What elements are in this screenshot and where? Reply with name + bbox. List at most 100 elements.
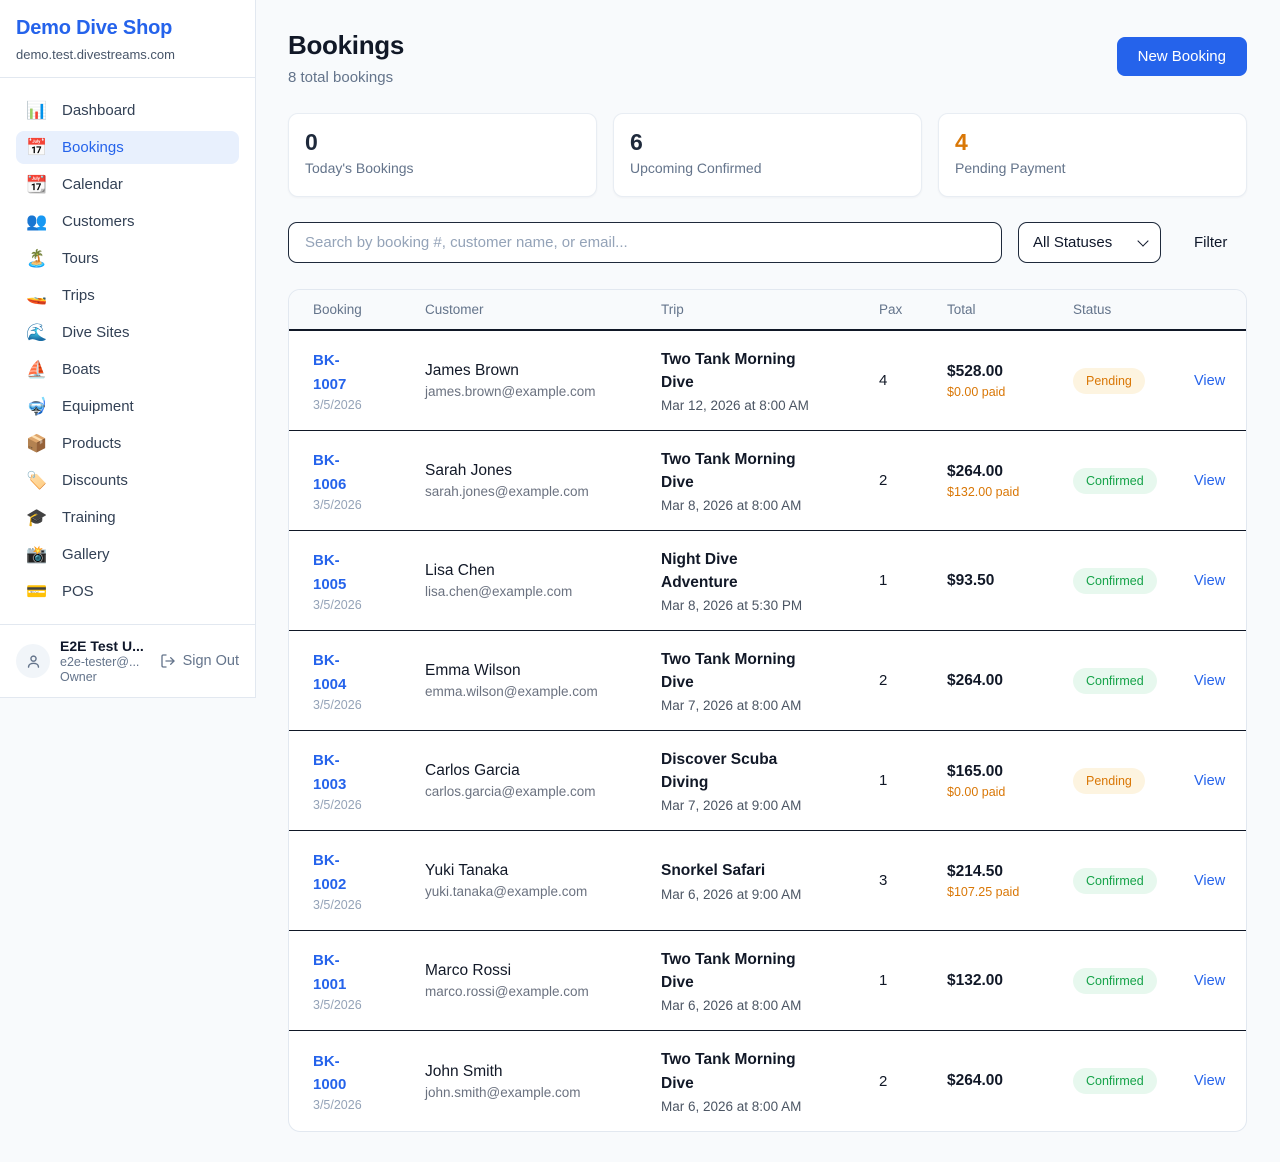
sidebar-item-tours[interactable]: 🏝️ Tours: [16, 242, 239, 275]
column-header-trip: Trip: [661, 302, 684, 317]
sidebar-item-label: Training: [62, 509, 116, 526]
sidebar-item-calendar[interactable]: 📆 Calendar: [16, 168, 239, 201]
sidebar-item-label: Dive Sites: [62, 324, 130, 341]
sidebar-item-bookings[interactable]: 📅 Bookings: [16, 131, 239, 164]
view-link[interactable]: View: [1194, 672, 1226, 689]
status-filter-select[interactable]: All Statuses: [1018, 222, 1161, 263]
island-icon: 🏝️: [26, 249, 48, 268]
sidebar-item-trips[interactable]: 🚤 Trips: [16, 279, 239, 312]
trip-cell: Two Tank Morning Dive Mar 7, 2026 at 8:0…: [661, 648, 879, 714]
trip-cell: Night Dive Adventure Mar 8, 2026 at 5:30…: [661, 548, 879, 614]
booking-id-link[interactable]: BK-1002: [313, 852, 347, 893]
view-link[interactable]: View: [1194, 872, 1226, 889]
paid-amount: $107.25 paid: [947, 884, 1020, 899]
view-link[interactable]: View: [1194, 372, 1226, 389]
booking-cell: BK-1001 3/5/2026: [313, 949, 425, 1012]
shop-name: Demo Dive Shop: [16, 17, 173, 39]
sidebar: Demo Dive Shop demo.test.divestreams.com…: [0, 0, 256, 698]
page-header: Bookings 8 total bookings New Booking: [288, 30, 1247, 86]
trip-name: Two Tank Morning Dive: [661, 650, 796, 691]
booking-date: 3/5/2026: [313, 1098, 362, 1113]
sidebar-item-label: Boats: [62, 361, 101, 378]
total-cell: $132.00: [947, 972, 1073, 990]
sidebar-item-customers[interactable]: 👥 Customers: [16, 205, 239, 238]
customer-cell: James Brown james.brown@example.com: [425, 362, 661, 399]
sidebar-item-label: POS: [62, 583, 94, 600]
booking-id-link[interactable]: BK-1007: [313, 352, 347, 393]
customer-email: john.smith@example.com: [425, 1084, 581, 1100]
status-cell: Confirmed: [1073, 567, 1194, 594]
customer-name: Lisa Chen: [425, 562, 495, 579]
trip-cell: Discover Scuba Diving Mar 7, 2026 at 9:0…: [661, 748, 879, 814]
booking-id-link[interactable]: BK-1003: [313, 752, 347, 793]
customer-email: marco.rossi@example.com: [425, 984, 589, 999]
trip-datetime: Mar 8, 2026 at 8:00 AM: [661, 498, 802, 514]
total-cell: $165.00 $0.00 paid: [947, 763, 1073, 799]
total-amount: $264.00: [947, 1072, 1004, 1089]
sidebar-item-dashboard[interactable]: 📊 Dashboard: [16, 94, 239, 127]
booking-id-link[interactable]: BK-1006: [313, 452, 347, 493]
sidebar-item-products[interactable]: 📦 Products: [16, 427, 239, 460]
trip-datetime: Mar 6, 2026 at 8:00 AM: [661, 1098, 802, 1114]
stat-label: Upcoming Confirmed: [630, 160, 762, 176]
page-subtitle: 8 total bookings: [288, 69, 394, 86]
total-amount: $132.00: [947, 971, 1004, 989]
trip-name: Night Dive Adventure: [661, 550, 738, 591]
sidebar-item-equipment[interactable]: 🤿 Equipment: [16, 390, 239, 423]
booking-date: 3/5/2026: [313, 497, 362, 512]
bar-chart-icon: 📊: [26, 101, 48, 120]
table-row: BK-1000 3/5/2026 John Smith john.smith@e…: [289, 1031, 1246, 1131]
trip-cell: Two Tank Morning Dive Mar 6, 2026 at 8:0…: [661, 1048, 879, 1114]
action-cell: View: [1194, 472, 1225, 490]
pax-cell: 3: [879, 872, 888, 889]
new-booking-button[interactable]: New Booking: [1116, 37, 1247, 76]
sidebar-item-discounts[interactable]: 🏷️ Discounts: [16, 464, 239, 497]
status-badge: Confirmed: [1073, 567, 1157, 594]
booking-id-link[interactable]: BK-1005: [313, 552, 347, 593]
sidebar-item-training[interactable]: 🎓 Training: [16, 501, 239, 534]
sidebar-item-pos[interactable]: 💳 POS: [16, 575, 239, 608]
trip-datetime: Mar 6, 2026 at 8:00 AM: [661, 998, 802, 1014]
total-cell: $264.00 $132.00 paid: [947, 463, 1073, 499]
booking-cell: BK-1005 3/5/2026: [313, 549, 425, 612]
customer-name: Emma Wilson: [425, 662, 521, 679]
booking-date: 3/5/2026: [313, 797, 362, 812]
stat-cards: 0 Today's Bookings 6 Upcoming Confirmed …: [288, 113, 1247, 197]
sidebar-item-boats[interactable]: ⛵ Boats: [16, 353, 239, 386]
sidebar-item-label: Calendar: [62, 176, 123, 193]
sidebar-item-label: Products: [62, 435, 122, 452]
logout-icon: [160, 654, 175, 668]
view-link[interactable]: View: [1194, 772, 1226, 789]
view-link[interactable]: View: [1194, 472, 1226, 489]
tag-icon: 🏷️: [26, 471, 48, 490]
column-header-pax: Pax: [879, 302, 903, 317]
status-badge: Confirmed: [1073, 1068, 1157, 1094]
sidebar-item-label: Tours: [62, 250, 99, 267]
view-link[interactable]: View: [1194, 972, 1226, 989]
booking-date: 3/5/2026: [313, 597, 362, 612]
credit-card-icon: 💳: [26, 582, 48, 601]
status-badge: Pending: [1073, 367, 1145, 394]
view-link[interactable]: View: [1194, 572, 1226, 589]
sidebar-item-label: Discounts: [62, 472, 128, 489]
sidebar-item-gallery[interactable]: 📸 Gallery: [16, 538, 239, 571]
sidebar-item-label: Dashboard: [62, 102, 136, 119]
customer-cell: Yuki Tanaka yuki.tanaka@example.com: [425, 862, 661, 899]
filter-button[interactable]: Filter: [1194, 234, 1228, 251]
action-cell: View: [1194, 672, 1225, 690]
total-amount: $93.50: [947, 571, 995, 589]
booking-date: 3/5/2026: [313, 897, 362, 912]
view-link[interactable]: View: [1194, 1073, 1226, 1089]
sidebar-item-dive-sites[interactable]: 🌊 Dive Sites: [16, 316, 239, 349]
booking-id-link[interactable]: BK-1000: [313, 1052, 347, 1093]
search-input[interactable]: [288, 222, 1002, 263]
stat-value: 0: [305, 129, 318, 155]
action-cell: View: [1194, 572, 1225, 590]
booking-id-link[interactable]: BK-1001: [313, 952, 347, 993]
booking-id-link[interactable]: BK-1004: [313, 652, 347, 693]
diving-mask-icon: 🤿: [26, 397, 48, 416]
graduation-cap-icon: 🎓: [26, 508, 48, 527]
total-cell: $93.50: [947, 572, 1073, 590]
sign-out-button[interactable]: Sign Out: [160, 653, 239, 669]
customer-email: yuki.tanaka@example.com: [425, 884, 588, 899]
